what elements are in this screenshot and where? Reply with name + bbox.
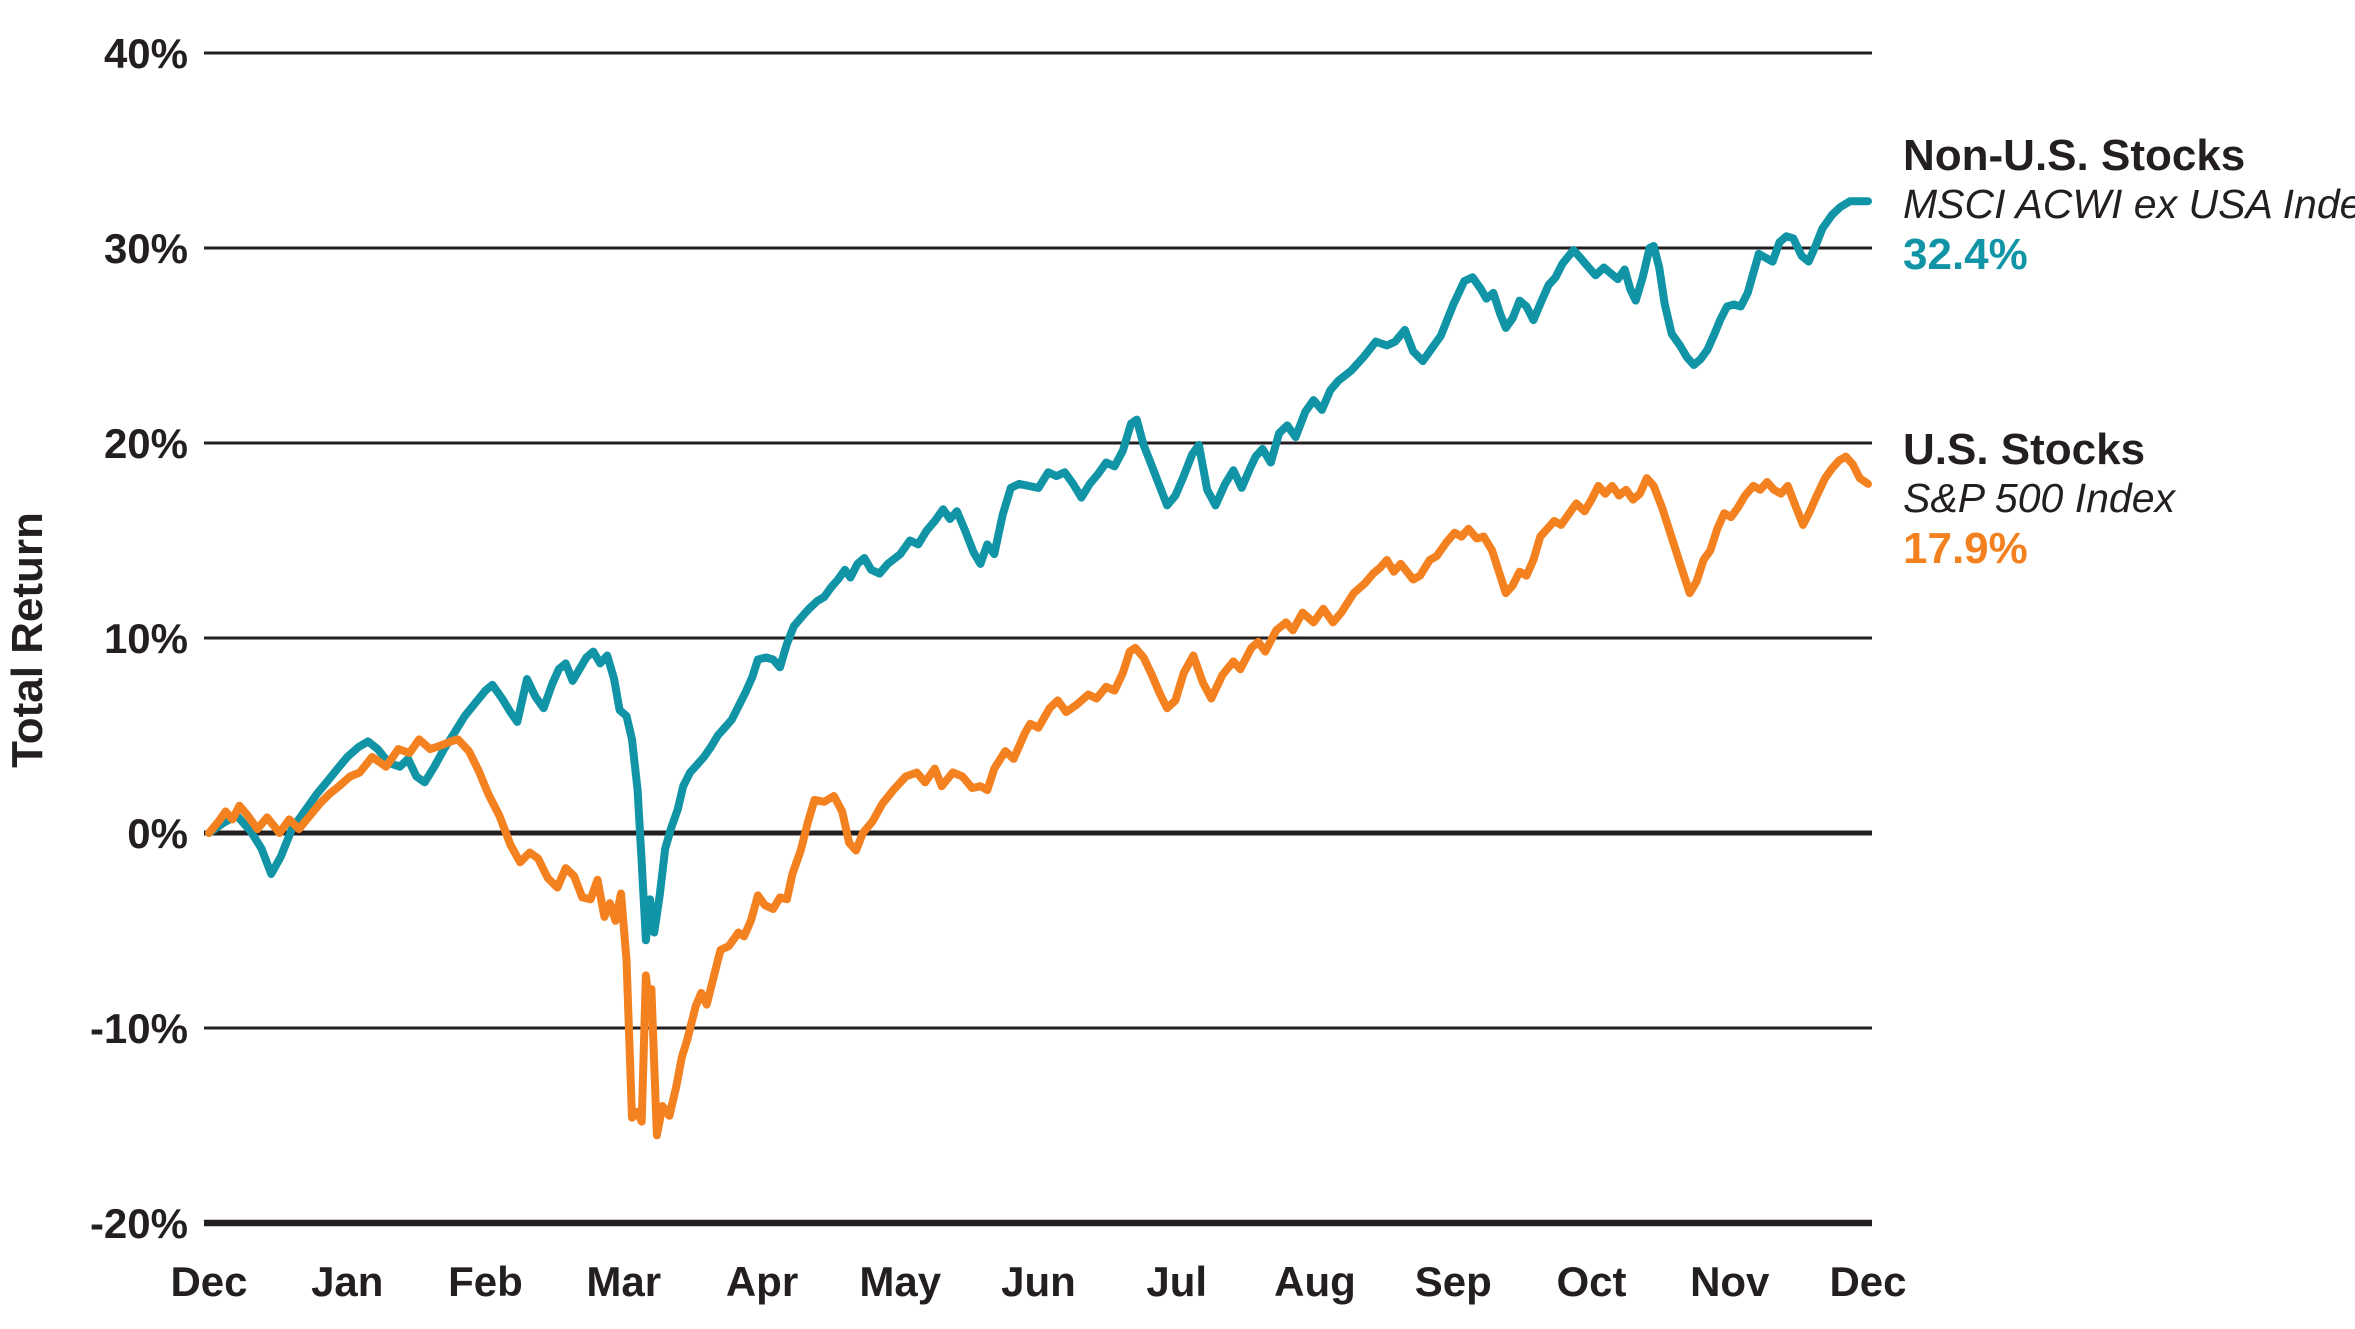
legend-us-stocks: U.S. Stocks S&P 500 Index 17.9% — [1903, 424, 2355, 574]
y-tick-label: 0% — [127, 810, 188, 857]
x-tick-label: Mar — [586, 1258, 661, 1305]
legend-us-sublabel: S&P 500 Index — [1903, 475, 2176, 522]
x-tick-label: Jul — [1146, 1258, 1207, 1305]
x-tick-label: May — [859, 1258, 941, 1305]
x-tick-label: Dec — [1829, 1258, 1906, 1305]
x-tick-label: Feb — [448, 1258, 523, 1305]
y-tick-label: -10% — [90, 1005, 188, 1052]
legend-non-us-sublabel: MSCI ACWI ex USA Index — [1903, 181, 2355, 228]
legend-non-us-return-value: 32.4% — [1903, 229, 2028, 279]
x-tick-label: Oct — [1556, 1258, 1626, 1305]
x-tick-label: Aug — [1274, 1258, 1356, 1305]
series-line-non_us — [205, 197, 1872, 945]
legend-us-name: U.S. Stocks — [1903, 425, 2146, 474]
y-tick-label: 40% — [104, 30, 188, 77]
x-tick-labels: Dec Jan Feb Mar Apr May Jun Jul Aug Sep Oct Nov Dec — [170, 1258, 1906, 1305]
y-tick-label: -20% — [90, 1200, 188, 1247]
y-tick-label: 30% — [104, 225, 188, 272]
x-tick-label: Jun — [1001, 1258, 1076, 1305]
y-tick-label: 20% — [104, 420, 188, 467]
x-tick-label: Jan — [311, 1258, 383, 1305]
x-tick-label: Nov — [1690, 1258, 1770, 1305]
series-line-us — [205, 452, 1872, 1140]
x-tick-label: Dec — [170, 1258, 247, 1305]
x-tick-label: Sep — [1415, 1258, 1492, 1305]
legend-non-us-name: Non-U.S. Stocks — [1903, 131, 2246, 180]
legend-us-return-value: 17.9% — [1903, 523, 2028, 573]
legend-non-us-stocks: Non-U.S. Stocks MSCI ACWI ex USA Index 3… — [1903, 130, 2355, 280]
y-axis-title: Total Return — [3, 512, 52, 768]
x-tick-label: Apr — [726, 1258, 798, 1305]
y-tick-label: 10% — [104, 615, 188, 662]
y-tick-labels: 40% 30% 20% 10% 0% -10% -20% — [90, 30, 188, 1247]
y-gridlines — [204, 51, 1872, 1227]
